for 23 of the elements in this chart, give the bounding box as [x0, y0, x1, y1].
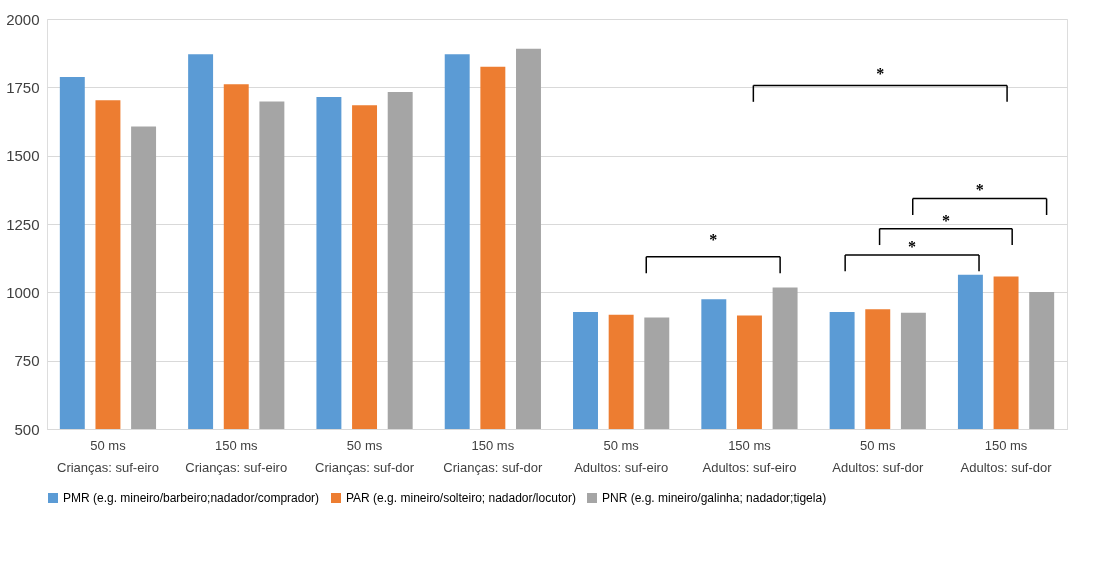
x-tick-label: 50 ms Adultos: suf-dor [832, 437, 924, 475]
y-tick-label: 1000 [6, 283, 40, 301]
x-tick-label: 150 ms Crianças: suf-dor [443, 437, 544, 475]
annotation: * [941, 211, 950, 229]
legend-label: PMR (e.g. mineiro/barbeiro;nadador/comprador) [63, 491, 320, 505]
x-tick-label: 50 ms Crianças: suf-eiro [57, 437, 159, 475]
y-tick-label: 750 [14, 352, 40, 370]
annotation: * [709, 231, 718, 249]
legend-label: PAR (e.g. mineiro/solteiro; nadador/locutor) [346, 491, 576, 505]
x-tick-label: 150 ms Adultos: suf-dor [960, 437, 1053, 475]
annotation: * [975, 180, 984, 198]
y-tick-label: 1250 [6, 215, 40, 233]
annotation: * [876, 64, 885, 82]
x-tick-label: 50 ms Adultos: suf-eiro [574, 437, 669, 475]
x-tick-label: 50 ms Crianças: suf-dor [315, 437, 415, 475]
y-tick-label: 1750 [6, 78, 40, 96]
legend-label: PNR (e.g. mineiro/galinha; nadador;tigela) [602, 491, 827, 505]
x-tick-label: 150 ms Adultos: suf-eiro [702, 437, 797, 475]
annotation: * [908, 238, 917, 256]
x-tick-label: 150 ms Crianças: suf-eiro [185, 437, 288, 475]
y-tick-label: 1500 [6, 147, 40, 165]
y-tick-label: 2000 [6, 10, 40, 28]
y-tick-label: 500 [14, 420, 40, 438]
